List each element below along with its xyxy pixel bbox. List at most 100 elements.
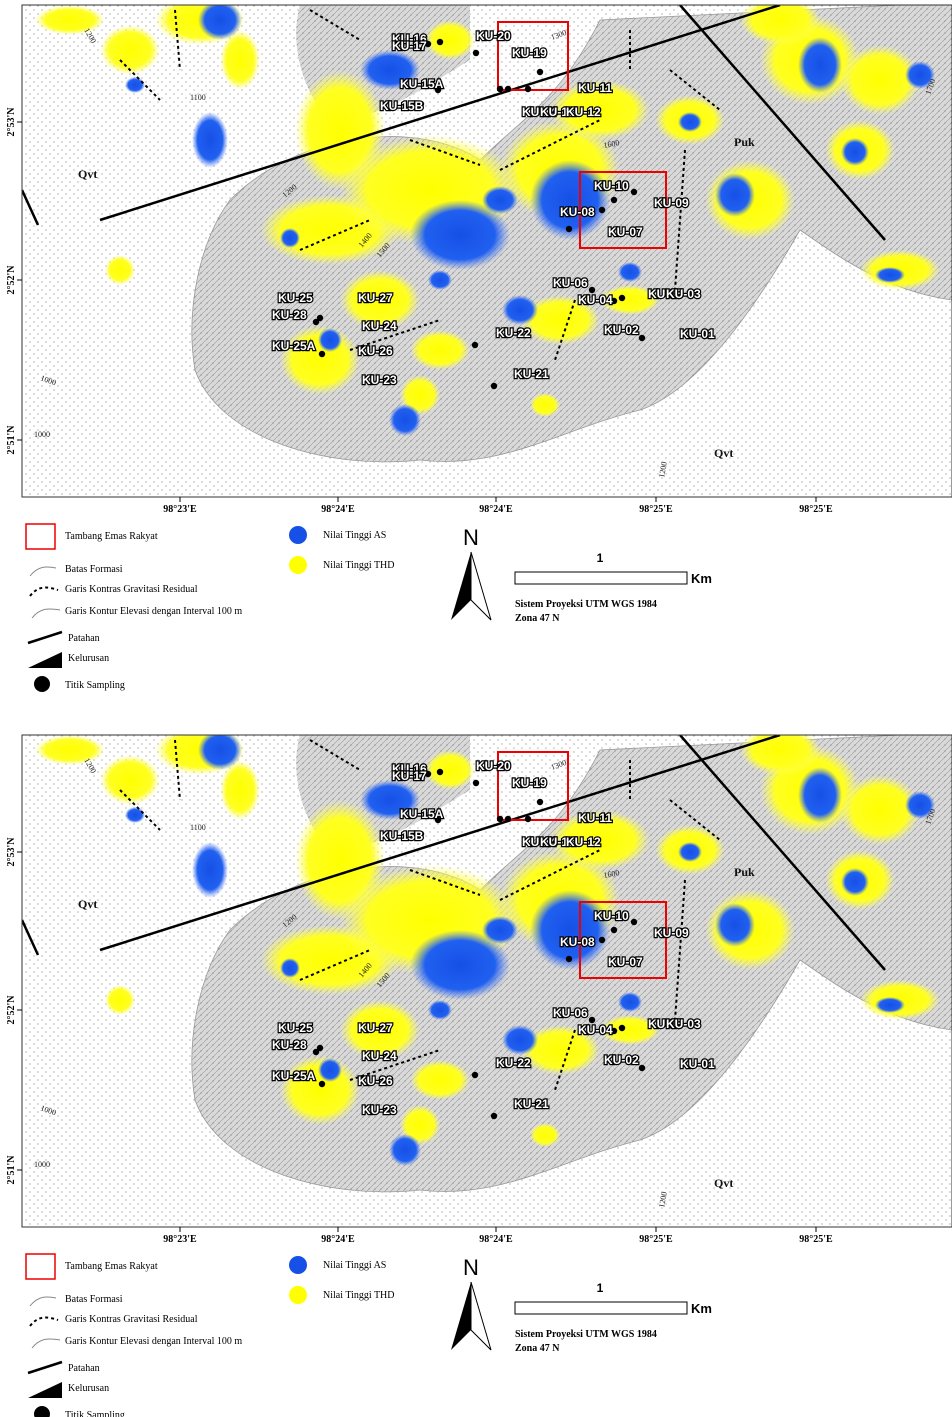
legend-mine-symbol bbox=[25, 1253, 56, 1280]
formation-label: Qvt bbox=[714, 446, 733, 460]
thd-high-zone bbox=[600, 285, 660, 315]
sample-label: KU-20 bbox=[476, 29, 511, 43]
sampling-point bbox=[312, 1048, 320, 1056]
sampling-point bbox=[490, 382, 498, 390]
sampling-point bbox=[610, 926, 618, 934]
scale-bar bbox=[514, 571, 688, 585]
projection-text: Sistem Proyeksi UTM WGS 1984 bbox=[515, 1329, 657, 1340]
sample-label: KU-02 bbox=[604, 1053, 639, 1067]
sampling-point bbox=[610, 196, 618, 204]
gravity-contrast-line bbox=[674, 879, 686, 1021]
as-high-zone bbox=[530, 890, 610, 970]
north-arrow bbox=[470, 1281, 492, 1351]
gravity-contrast-line bbox=[174, 9, 181, 71]
legend-label: Titik Sampling bbox=[65, 680, 125, 691]
sampling-point bbox=[496, 85, 504, 93]
gravity-contrast-line bbox=[499, 849, 601, 901]
sampling-point bbox=[638, 334, 646, 342]
legend-contour-symbol bbox=[31, 1338, 61, 1349]
legend-label: Patahan bbox=[68, 633, 100, 644]
sampling-point bbox=[417, 830, 425, 838]
as-high-zone bbox=[905, 791, 935, 819]
as-high-zone bbox=[389, 404, 421, 436]
as-high-zone bbox=[360, 50, 420, 90]
legend-label: Garis Kontras Gravitasi Residual bbox=[65, 1314, 198, 1325]
legend-label: Nilai Tinggi THD bbox=[323, 1290, 395, 1301]
sample-label: KU-15B bbox=[380, 99, 424, 113]
as-high-zone bbox=[530, 160, 610, 240]
formation-label: Puk bbox=[734, 865, 755, 879]
as-high-zone bbox=[192, 112, 228, 168]
as-high-zone bbox=[482, 916, 518, 944]
gravity-contrast-line bbox=[674, 149, 686, 291]
formation-label: Qvt bbox=[78, 897, 97, 911]
formation-label: Qvt bbox=[714, 1176, 733, 1190]
sampling-point bbox=[436, 38, 444, 46]
contour-label: 1200 bbox=[657, 461, 669, 478]
projection-text: Zona 47 N bbox=[515, 613, 560, 624]
sampling-point bbox=[424, 40, 432, 48]
lon-label: 98°24'E bbox=[321, 504, 355, 515]
thd-high-zone bbox=[220, 760, 260, 820]
sampling-point bbox=[536, 68, 544, 76]
sample-label: KU-14 bbox=[522, 105, 557, 119]
legend-label: Nilai Tinggi AS bbox=[323, 530, 386, 541]
projection-text: Sistem Proyeksi UTM WGS 1984 bbox=[515, 599, 657, 610]
sample-label: KU-25A bbox=[272, 339, 316, 353]
thd-high-zone bbox=[340, 1000, 420, 1060]
sample-label: KU-15A bbox=[400, 77, 444, 91]
sample-label: KU-03 bbox=[666, 1017, 701, 1031]
fault bbox=[99, 735, 781, 952]
sample-label: KU-12 bbox=[566, 105, 601, 119]
sample-label: KU-28 bbox=[272, 1038, 307, 1052]
sampling-point bbox=[638, 1064, 646, 1072]
sample-label: KU-06 bbox=[553, 1006, 588, 1020]
gravity-contrast-line bbox=[349, 1049, 441, 1081]
sample-label: KU-11 bbox=[578, 81, 612, 95]
sample-label: KU-05 bbox=[648, 287, 683, 301]
north-arrow bbox=[470, 551, 492, 621]
as-high-zone bbox=[192, 842, 228, 898]
as-high-zone bbox=[280, 958, 300, 978]
sampling-point bbox=[436, 768, 444, 776]
thd-high-zone bbox=[425, 20, 475, 60]
gravity-contrast-line bbox=[554, 299, 576, 361]
sample-label: KU-25 bbox=[278, 291, 313, 305]
sample-label: KU-21 bbox=[514, 1097, 549, 1111]
map-frame: 1200110013001600120014001500100010001200… bbox=[22, 5, 952, 497]
artisanal-mine bbox=[497, 751, 569, 821]
fault bbox=[99, 5, 781, 222]
sampling-point bbox=[504, 85, 512, 93]
sample-label: KU-19 bbox=[512, 46, 547, 60]
gravity-contrast-line bbox=[669, 69, 721, 111]
legend-label: Nilai Tinggi AS bbox=[323, 1260, 386, 1271]
formation-label: Puk bbox=[734, 135, 755, 149]
sample-label: KU-14 bbox=[522, 835, 557, 849]
legend-label: Garis Kontur Elevasi dengan Interval 100… bbox=[65, 1336, 242, 1347]
sampling-point bbox=[496, 815, 504, 823]
legend-label: Nilai Tinggi THD bbox=[323, 560, 395, 571]
scale-unit: Km bbox=[691, 571, 712, 586]
projection-text: Zona 47 N bbox=[515, 1343, 560, 1354]
sample-label: KU-09 bbox=[654, 196, 689, 210]
legend-gravity-symbol bbox=[29, 1316, 59, 1327]
sampling-point bbox=[417, 100, 425, 108]
sample-label: KU-04 bbox=[578, 1023, 613, 1037]
sampling-point bbox=[471, 1071, 479, 1079]
as-high-zone bbox=[502, 295, 538, 325]
as-high-zone bbox=[715, 903, 755, 947]
fault bbox=[679, 5, 886, 241]
legend-lineament-symbol bbox=[28, 1382, 62, 1398]
fault bbox=[22, 189, 40, 226]
thd-high-zone bbox=[740, 735, 820, 775]
sample-label: KU-25A bbox=[272, 1069, 316, 1083]
gravity-contrast-line bbox=[309, 739, 361, 771]
as-high-zone bbox=[389, 1134, 421, 1166]
thd-high-zone bbox=[35, 735, 105, 765]
artisanal-mine bbox=[497, 21, 569, 91]
map-panel: 1200110013001600120014001500100010001200… bbox=[6, 4, 952, 692]
lat-label: 2°51'N bbox=[6, 425, 17, 455]
as-high-zone bbox=[841, 138, 869, 166]
sample-label: KU-27 bbox=[358, 291, 393, 305]
sample-label: KU-26 bbox=[358, 1074, 393, 1088]
